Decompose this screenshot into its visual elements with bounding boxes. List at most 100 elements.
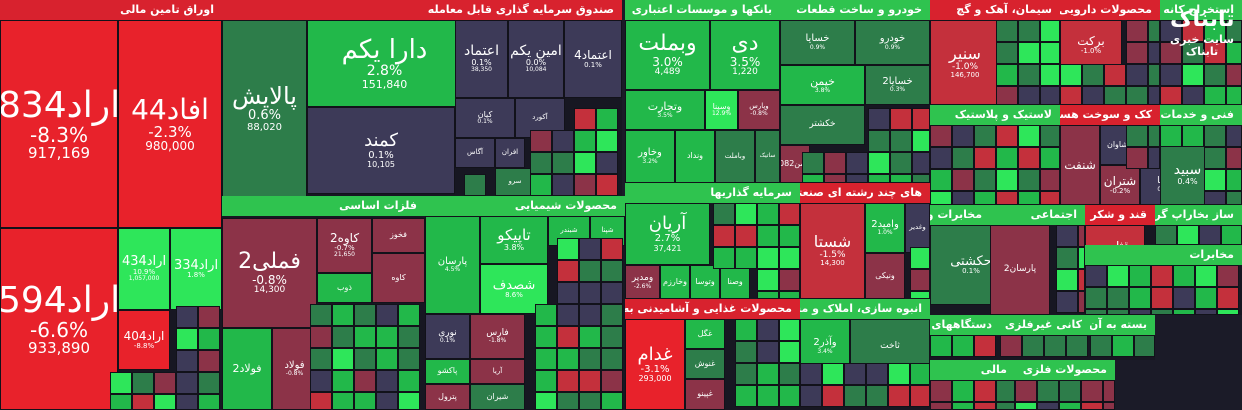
filler-tile[interactable] [1226, 147, 1242, 169]
filler-tile[interactable] [1078, 225, 1085, 247]
filler-tile[interactable] [1160, 42, 1182, 64]
filler-tile[interactable] [996, 20, 1018, 42]
filler-tile[interactable] [176, 372, 198, 394]
filler-tile[interactable] [579, 392, 601, 410]
filler-tile[interactable] [952, 402, 974, 410]
filler-tile[interactable] [888, 363, 910, 385]
filler-tile[interactable] [1078, 291, 1085, 313]
stock-tile[interactable]: خکشتر [780, 105, 865, 145]
filler-tile[interactable] [1151, 287, 1173, 309]
filler-tile[interactable] [713, 203, 735, 225]
filler-tile[interactable] [930, 402, 952, 410]
filler-tile[interactable] [930, 169, 952, 191]
filler-tile[interactable] [354, 348, 376, 370]
filler-tile[interactable] [198, 394, 220, 410]
stock-tile[interactable]: افران [495, 138, 525, 168]
filler-tile[interactable] [574, 108, 596, 130]
filler-tile[interactable] [890, 108, 912, 130]
filler-tile[interactable] [1082, 86, 1104, 105]
filler-tile[interactable] [1000, 335, 1022, 357]
filler-tile[interactable] [1040, 191, 1060, 205]
filler-tile[interactable] [376, 370, 398, 392]
filler-tile[interactable] [579, 260, 601, 282]
stock-tile[interactable]: شتران -0.2% [1100, 165, 1140, 205]
stock-tile[interactable]: اعتماد 0.1% 38,350 [455, 20, 508, 98]
filler-tile[interactable] [552, 152, 574, 174]
filler-tile[interactable] [332, 370, 354, 392]
filler-tile[interactable] [735, 247, 757, 269]
filler-tile[interactable] [1015, 402, 1037, 410]
filler-tile[interactable] [154, 394, 176, 410]
stock-tile[interactable]: وخارزم [660, 265, 690, 299]
filler-tile[interactable] [1078, 247, 1085, 269]
filler-tile[interactable] [1204, 42, 1226, 64]
filler-tile[interactable] [1226, 191, 1242, 205]
filler-tile[interactable] [310, 348, 332, 370]
filler-tile[interactable] [1204, 86, 1226, 105]
filler-tile[interactable] [1018, 86, 1040, 105]
filler-tile[interactable] [890, 174, 912, 183]
filler-tile[interactable] [1056, 247, 1078, 269]
filler-tile[interactable] [1040, 64, 1060, 86]
filler-tile[interactable] [1148, 42, 1160, 64]
stock-tile[interactable]: تاپیکو 3.8% [480, 216, 548, 264]
filler-tile[interactable] [601, 348, 623, 370]
filler-tile[interactable] [601, 326, 623, 348]
filler-tile[interactable] [868, 152, 890, 174]
stock-tile[interactable]: وتجارت 3.5% [625, 90, 705, 130]
filler-tile[interactable] [974, 402, 996, 410]
filler-tile[interactable] [398, 392, 420, 410]
filler-tile[interactable] [757, 247, 779, 269]
filler-tile[interactable] [1085, 287, 1107, 309]
filler-tile[interactable] [713, 225, 735, 247]
filler-tile[interactable] [1107, 265, 1129, 287]
filler-tile[interactable] [1018, 42, 1040, 64]
filler-tile[interactable] [757, 225, 779, 247]
filler-tile[interactable] [1040, 42, 1060, 64]
stock-tile[interactable]: وصنا [720, 265, 750, 299]
filler-tile[interactable] [579, 238, 601, 260]
stock-tile[interactable]: وتوسا [690, 265, 720, 299]
filler-tile[interactable] [910, 269, 930, 291]
filler-tile[interactable] [974, 335, 996, 357]
filler-tile[interactable] [176, 350, 198, 372]
filler-tile[interactable] [779, 385, 800, 407]
filler-tile[interactable] [996, 191, 1018, 205]
filler-tile[interactable] [332, 348, 354, 370]
filler-tile[interactable] [332, 326, 354, 348]
filler-tile[interactable] [996, 86, 1018, 105]
stock-tile[interactable]: پالایش 0.6% 88,020 [222, 20, 307, 196]
filler-tile[interactable] [198, 306, 220, 328]
filler-tile[interactable] [310, 326, 332, 348]
filler-tile[interactable] [579, 304, 601, 326]
filler-tile[interactable] [596, 130, 618, 152]
stock-tile[interactable]: وخاور 3.2% [625, 130, 675, 183]
filler-tile[interactable] [974, 169, 996, 191]
filler-tile[interactable] [779, 247, 800, 269]
stock-tile[interactable]: سرو [495, 168, 535, 196]
filler-tile[interactable] [800, 363, 822, 385]
filler-tile[interactable] [1103, 380, 1115, 402]
stock-tile[interactable]: شنفت [1060, 125, 1100, 205]
filler-tile[interactable] [601, 392, 623, 410]
filler-tile[interactable] [802, 152, 824, 174]
stock-tile[interactable]: فخوز [372, 218, 425, 253]
filler-tile[interactable] [1182, 64, 1204, 86]
filler-tile[interactable] [735, 319, 757, 341]
stock-tile[interactable]: فارس -1.8% [470, 314, 525, 359]
filler-tile[interactable] [310, 392, 332, 410]
filler-tile[interactable] [601, 282, 623, 304]
filler-tile[interactable] [1126, 64, 1148, 86]
filler-tile[interactable] [596, 108, 618, 130]
filler-tile[interactable] [557, 282, 579, 304]
filler-tile[interactable] [757, 203, 779, 225]
filler-tile[interactable] [952, 191, 974, 205]
filler-tile[interactable] [1204, 125, 1226, 147]
filler-tile[interactable] [1040, 20, 1060, 42]
filler-tile[interactable] [822, 363, 844, 385]
filler-tile[interactable] [866, 385, 888, 407]
filler-tile[interactable] [844, 385, 866, 407]
filler-tile[interactable] [579, 348, 601, 370]
filler-tile[interactable] [996, 64, 1018, 86]
stock-tile[interactable]: شیران [470, 384, 525, 410]
